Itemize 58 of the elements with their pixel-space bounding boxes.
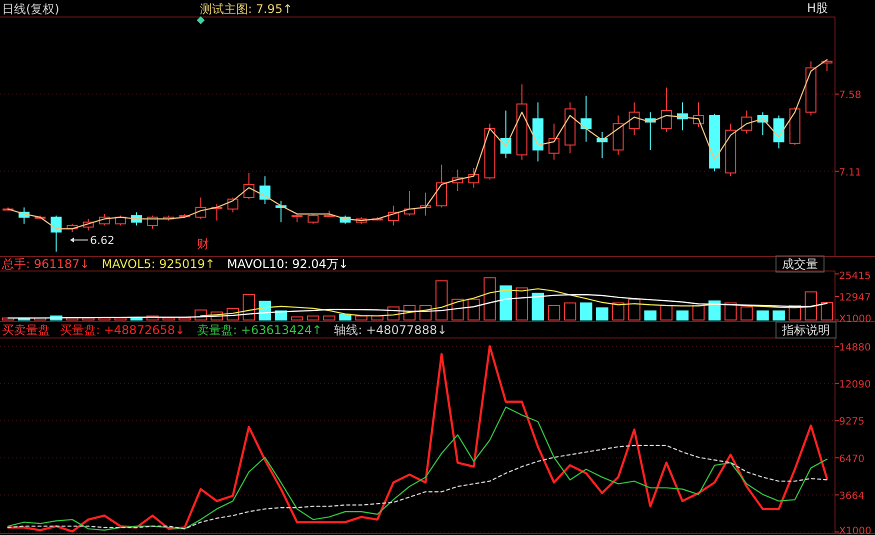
bar <box>804 291 818 320</box>
bar <box>468 298 480 320</box>
bar <box>323 316 336 320</box>
bar <box>628 298 640 320</box>
text: 买量盘: +48872658↓ <box>60 323 186 337</box>
bar <box>355 316 368 320</box>
bar <box>500 285 512 320</box>
line-series <box>7 406 828 531</box>
y-tick-label: 6470 <box>839 454 864 465</box>
line-series <box>200 288 828 316</box>
bar <box>435 280 448 320</box>
line-series <box>7 444 828 530</box>
bar <box>708 300 721 320</box>
bar <box>290 316 304 320</box>
bar <box>484 277 496 320</box>
y-tick-label: 7.58 <box>839 90 862 102</box>
text: 指标说明 <box>781 323 830 337</box>
bar <box>772 310 785 320</box>
text: 卖量盘: +63613424↑ <box>197 323 322 337</box>
y-tick-label: 12947 <box>839 292 871 304</box>
bar <box>339 314 352 320</box>
bar <box>548 304 560 320</box>
bar <box>516 287 528 320</box>
text: 测试主图: 7.95↑ <box>200 2 293 16</box>
y-tick-label: 7.11 <box>839 167 862 178</box>
text: 轴线: +48077888↓ <box>334 323 448 337</box>
bar <box>740 306 753 320</box>
bar <box>532 292 544 320</box>
chart-title: 日线(复权) <box>2 2 60 16</box>
y-tick-label: X1000 <box>839 314 872 325</box>
bar <box>307 316 320 320</box>
y-tick-label: 12090 <box>839 379 871 390</box>
text: MAVOL5: 925019↑ <box>102 257 216 271</box>
annotation: 6.62 <box>90 234 114 247</box>
y-tick-label: 3664 <box>839 490 864 502</box>
bar <box>676 310 689 320</box>
y-tick-label: 25415 <box>839 271 871 282</box>
bar <box>564 302 576 320</box>
y-tick-label: X1000 <box>839 526 872 535</box>
bar <box>756 310 769 320</box>
bar <box>612 302 624 320</box>
bar <box>596 307 608 320</box>
bar <box>724 302 737 320</box>
line-series <box>6 345 828 533</box>
bar <box>580 302 592 320</box>
bar <box>820 302 834 320</box>
bar <box>660 304 673 320</box>
text: MAVOL10: 92.04万↓ <box>227 257 348 271</box>
text: H股 <box>806 1 828 15</box>
y-tick-label: 14880 <box>839 342 871 354</box>
annotation: 成交量 <box>782 257 818 271</box>
text: 总手: 961187↓ <box>1 257 90 271</box>
line-series <box>7 294 828 319</box>
bar <box>692 304 705 320</box>
annotation: 财 <box>197 237 209 251</box>
bar <box>644 310 656 320</box>
y-tick-label: 9275 <box>839 416 864 428</box>
chart-title: 买卖量盘 <box>2 323 50 337</box>
